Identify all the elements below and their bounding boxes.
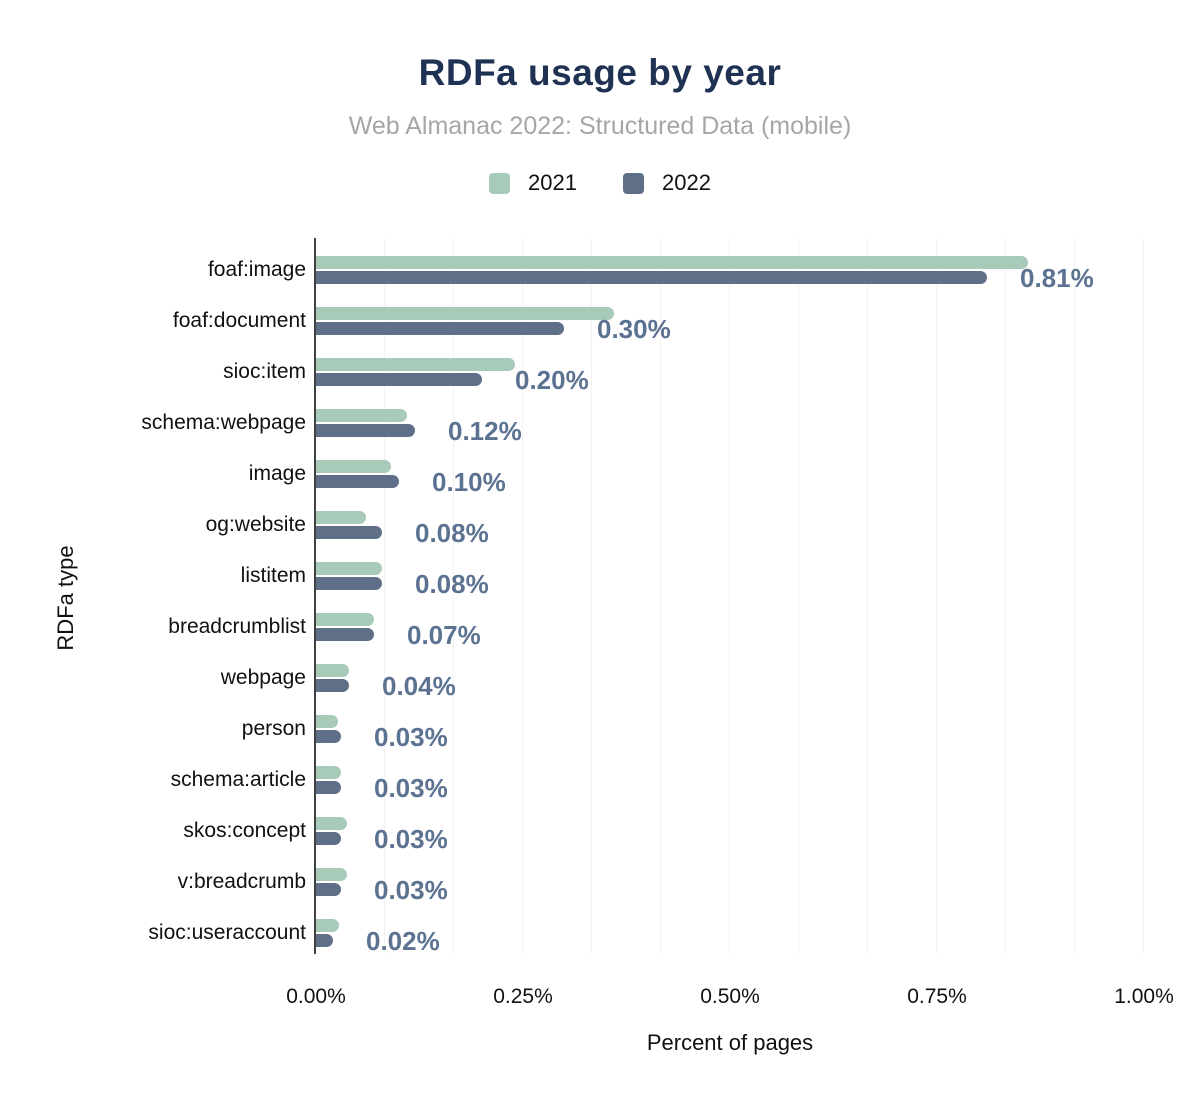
value-label: 0.03% (374, 824, 448, 854)
gridline (798, 238, 799, 954)
gridline (384, 238, 385, 954)
bar-2022-breadcrumblist[interactable] (316, 628, 374, 641)
x-tick-label: 0.75% (907, 985, 967, 1008)
gridline (660, 238, 661, 954)
value-label: 0.03% (374, 875, 448, 905)
category-label: breadcrumblist (168, 615, 306, 638)
category-label: og:website (205, 513, 306, 536)
category-label: schema:article (170, 768, 306, 791)
bar-2022-v:breadcrumb[interactable] (316, 883, 341, 896)
value-label: 0.07% (407, 620, 481, 650)
bar-2022-schema:webpage[interactable] (316, 424, 415, 437)
bar-2021-person[interactable] (316, 715, 338, 728)
category-label: webpage (220, 666, 306, 689)
category-label: foaf:document (172, 309, 306, 332)
bar-2021-skos:concept[interactable] (316, 817, 347, 830)
bar-2021-breadcrumblist[interactable] (316, 613, 374, 626)
bar-2022-og:website[interactable] (316, 526, 382, 539)
category-label: foaf:image (207, 258, 306, 281)
value-label: 0.20% (515, 365, 589, 395)
legend-swatch-2022-icon (623, 172, 644, 194)
bar-2022-foaf:document[interactable] (316, 322, 564, 335)
category-label: listitem (240, 564, 306, 587)
bar-2022-schema:article[interactable] (316, 781, 341, 794)
gridline (1005, 238, 1006, 954)
value-label: 0.02% (366, 926, 440, 956)
chart-title: RDFa usage by year (418, 52, 782, 93)
legend-label-2022: 2022 (662, 170, 711, 195)
bar-2021-schema:webpage[interactable] (316, 409, 407, 422)
category-label: image (248, 462, 306, 485)
x-tick-label: 0.25% (493, 985, 553, 1008)
category-label: skos:concept (183, 819, 306, 842)
value-label: 0.10% (432, 467, 506, 497)
gridline (591, 238, 592, 954)
bar-2021-listitem[interactable] (316, 562, 382, 575)
category-label: person (241, 717, 306, 740)
legend-label-2021: 2021 (528, 170, 577, 195)
value-label: 0.04% (382, 671, 456, 701)
bar-2022-sioc:item[interactable] (316, 373, 482, 386)
gridline (867, 238, 868, 954)
bar-2021-og:website[interactable] (316, 511, 366, 524)
bar-2022-skos:concept[interactable] (316, 832, 341, 845)
value-label: 0.03% (374, 722, 448, 752)
legend-item-2022: 2022 (623, 170, 711, 196)
bar-2021-image[interactable] (316, 460, 391, 473)
bar-2022-webpage[interactable] (316, 679, 349, 692)
bar-2021-sioc:useraccount[interactable] (316, 919, 339, 932)
gridline (729, 238, 730, 954)
bar-2022-person[interactable] (316, 730, 341, 743)
gridline (1143, 238, 1144, 954)
value-label: 0.30% (597, 314, 671, 344)
bar-2021-v:breadcrumb[interactable] (316, 868, 347, 881)
legend-swatch-2021-icon (489, 172, 511, 194)
x-tick-label: 0.50% (700, 985, 760, 1008)
category-label: sioc:item (223, 360, 306, 383)
gridline (453, 238, 454, 954)
chart-subtitle: Web Almanac 2022: Structured Data (mobil… (348, 112, 852, 140)
bar-2021-webpage[interactable] (316, 664, 349, 677)
bar-2021-schema:article[interactable] (316, 766, 341, 779)
value-label: 0.08% (415, 518, 489, 548)
bar-2022-image[interactable] (316, 475, 399, 488)
gridline (936, 238, 937, 954)
x-axis-title: Percent of pages (646, 1030, 814, 1055)
bar-2022-foaf:image[interactable] (316, 271, 987, 284)
x-tick-label: 0.00% (286, 985, 346, 1008)
value-label: 0.03% (374, 773, 448, 803)
bar-2021-sioc:item[interactable] (316, 358, 515, 371)
gridline (1074, 238, 1075, 954)
bar-2021-foaf:document[interactable] (316, 307, 614, 320)
value-label: 0.12% (448, 416, 522, 446)
bar-2022-sioc:useraccount[interactable] (316, 934, 333, 947)
value-label: 0.81% (1020, 263, 1094, 293)
legend-item-2021: 2021 (489, 170, 577, 196)
category-label: sioc:useraccount (148, 921, 306, 944)
x-tick-label: 1.00% (1114, 985, 1174, 1008)
bar-2021-foaf:image[interactable] (316, 256, 1028, 269)
gridline (522, 238, 523, 954)
bar-2022-listitem[interactable] (316, 577, 382, 590)
y-axis-line (314, 238, 316, 954)
value-label: 0.08% (415, 569, 489, 599)
category-label: v:breadcrumb (177, 870, 306, 893)
category-label: schema:webpage (141, 411, 306, 434)
legend: 2021 2022 (0, 170, 1200, 196)
